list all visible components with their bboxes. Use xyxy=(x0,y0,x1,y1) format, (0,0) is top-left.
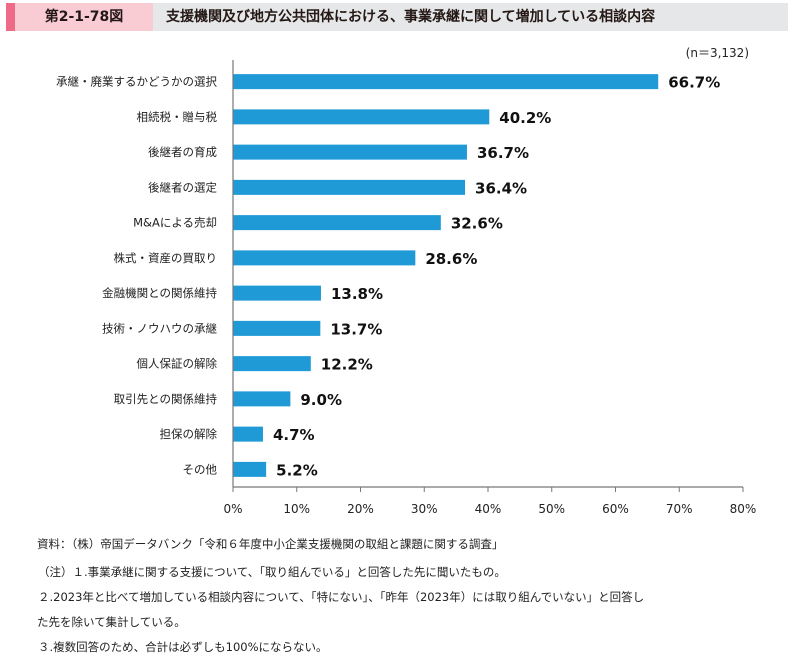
figure-header: 第2-1-78図 支援機関及び地方公共団体における、事業承継に関して増加している… xyxy=(6,3,788,31)
x-axis: 0% 10% 20% 30% 40% 50% 60% 70% 80% xyxy=(223,60,756,516)
x-tick-label: 30% xyxy=(411,502,438,516)
category-label: 個人保証の解除 xyxy=(137,357,218,371)
source-note: 資料：（株）帝国データバンク「令和６年度中小企業支援機関の取組と課題に関する調査… xyxy=(37,537,504,551)
value-label: 4.7% xyxy=(273,426,315,444)
category-label: 担保の解除 xyxy=(160,427,218,441)
bar xyxy=(233,320,321,336)
category-label: 相続税・贈与税 xyxy=(137,110,218,124)
category-label: 承継・廃業するかどうかの選択 xyxy=(56,75,217,89)
note-2b: た先を除いて集計している。 xyxy=(37,615,186,629)
value-label: 9.0% xyxy=(300,391,342,409)
x-tick-label: 20% xyxy=(347,502,374,516)
note-2a: ２.2023年と比べて増加している相談内容について、「特にない」、「昨年（202… xyxy=(38,590,645,604)
value-label: 5.2% xyxy=(276,461,318,479)
value-label: 13.8% xyxy=(331,285,383,303)
bar xyxy=(233,285,321,301)
value-label: 66.7% xyxy=(668,74,720,92)
category-label: 後継者の選定 xyxy=(148,180,217,194)
figure-number: 第2-1-78図 xyxy=(15,3,153,31)
bar xyxy=(233,109,490,125)
value-label: 40.2% xyxy=(499,109,551,127)
figure-title: 支援機関及び地方公共団体における、事業承継に関して増加している相談内容 xyxy=(166,9,656,25)
category-label: M&Aによる売却 xyxy=(133,216,217,230)
x-tick-label: 80% xyxy=(730,502,757,516)
category-label: 金融機関との関係維持 xyxy=(102,286,217,300)
x-tick-label: 0% xyxy=(223,502,242,516)
bar xyxy=(233,74,659,90)
bar xyxy=(233,179,466,195)
bar xyxy=(233,426,263,442)
x-tick-label: 50% xyxy=(538,502,565,516)
bar xyxy=(233,144,467,160)
x-tick-label: 10% xyxy=(283,502,310,516)
bars xyxy=(233,74,659,477)
category-label: その他 xyxy=(183,462,218,476)
value-label: 32.6% xyxy=(451,215,503,233)
value-label: 28.6% xyxy=(425,250,477,268)
note-1: （注）１.事業承継に関する支援について、「取り組んでいる」と回答した先に聞いたも… xyxy=(38,565,506,579)
category-label: 株式・資産の買取り xyxy=(114,251,218,265)
value-label: 12.2% xyxy=(321,356,373,374)
header-accent-bar xyxy=(6,3,15,31)
bar xyxy=(233,356,311,372)
category-label: 取引先との関係維持 xyxy=(114,392,218,406)
value-label: 13.7% xyxy=(330,320,382,338)
note-3: ３.複数回答のため、合計は必ずしも100%にならない。 xyxy=(38,640,328,654)
bar xyxy=(233,461,267,477)
category-label: 技術・ノウハウの承継 xyxy=(102,321,217,335)
sample-size: (n＝3,132) xyxy=(685,46,749,60)
bar xyxy=(233,391,291,407)
x-tick-label: 60% xyxy=(602,502,629,516)
category-label: 後継者の育成 xyxy=(148,145,217,159)
value-labels: 66.7% 40.2% 36.7% 36.4% 32.6% 28.6% 13.8% 13.7%… xyxy=(273,74,720,480)
x-tick-label: 70% xyxy=(666,502,693,516)
value-label: 36.7% xyxy=(477,144,529,162)
x-tick-label: 40% xyxy=(475,502,502,516)
value-label: 36.4% xyxy=(475,179,527,197)
bar xyxy=(233,215,441,231)
bar xyxy=(233,250,416,266)
